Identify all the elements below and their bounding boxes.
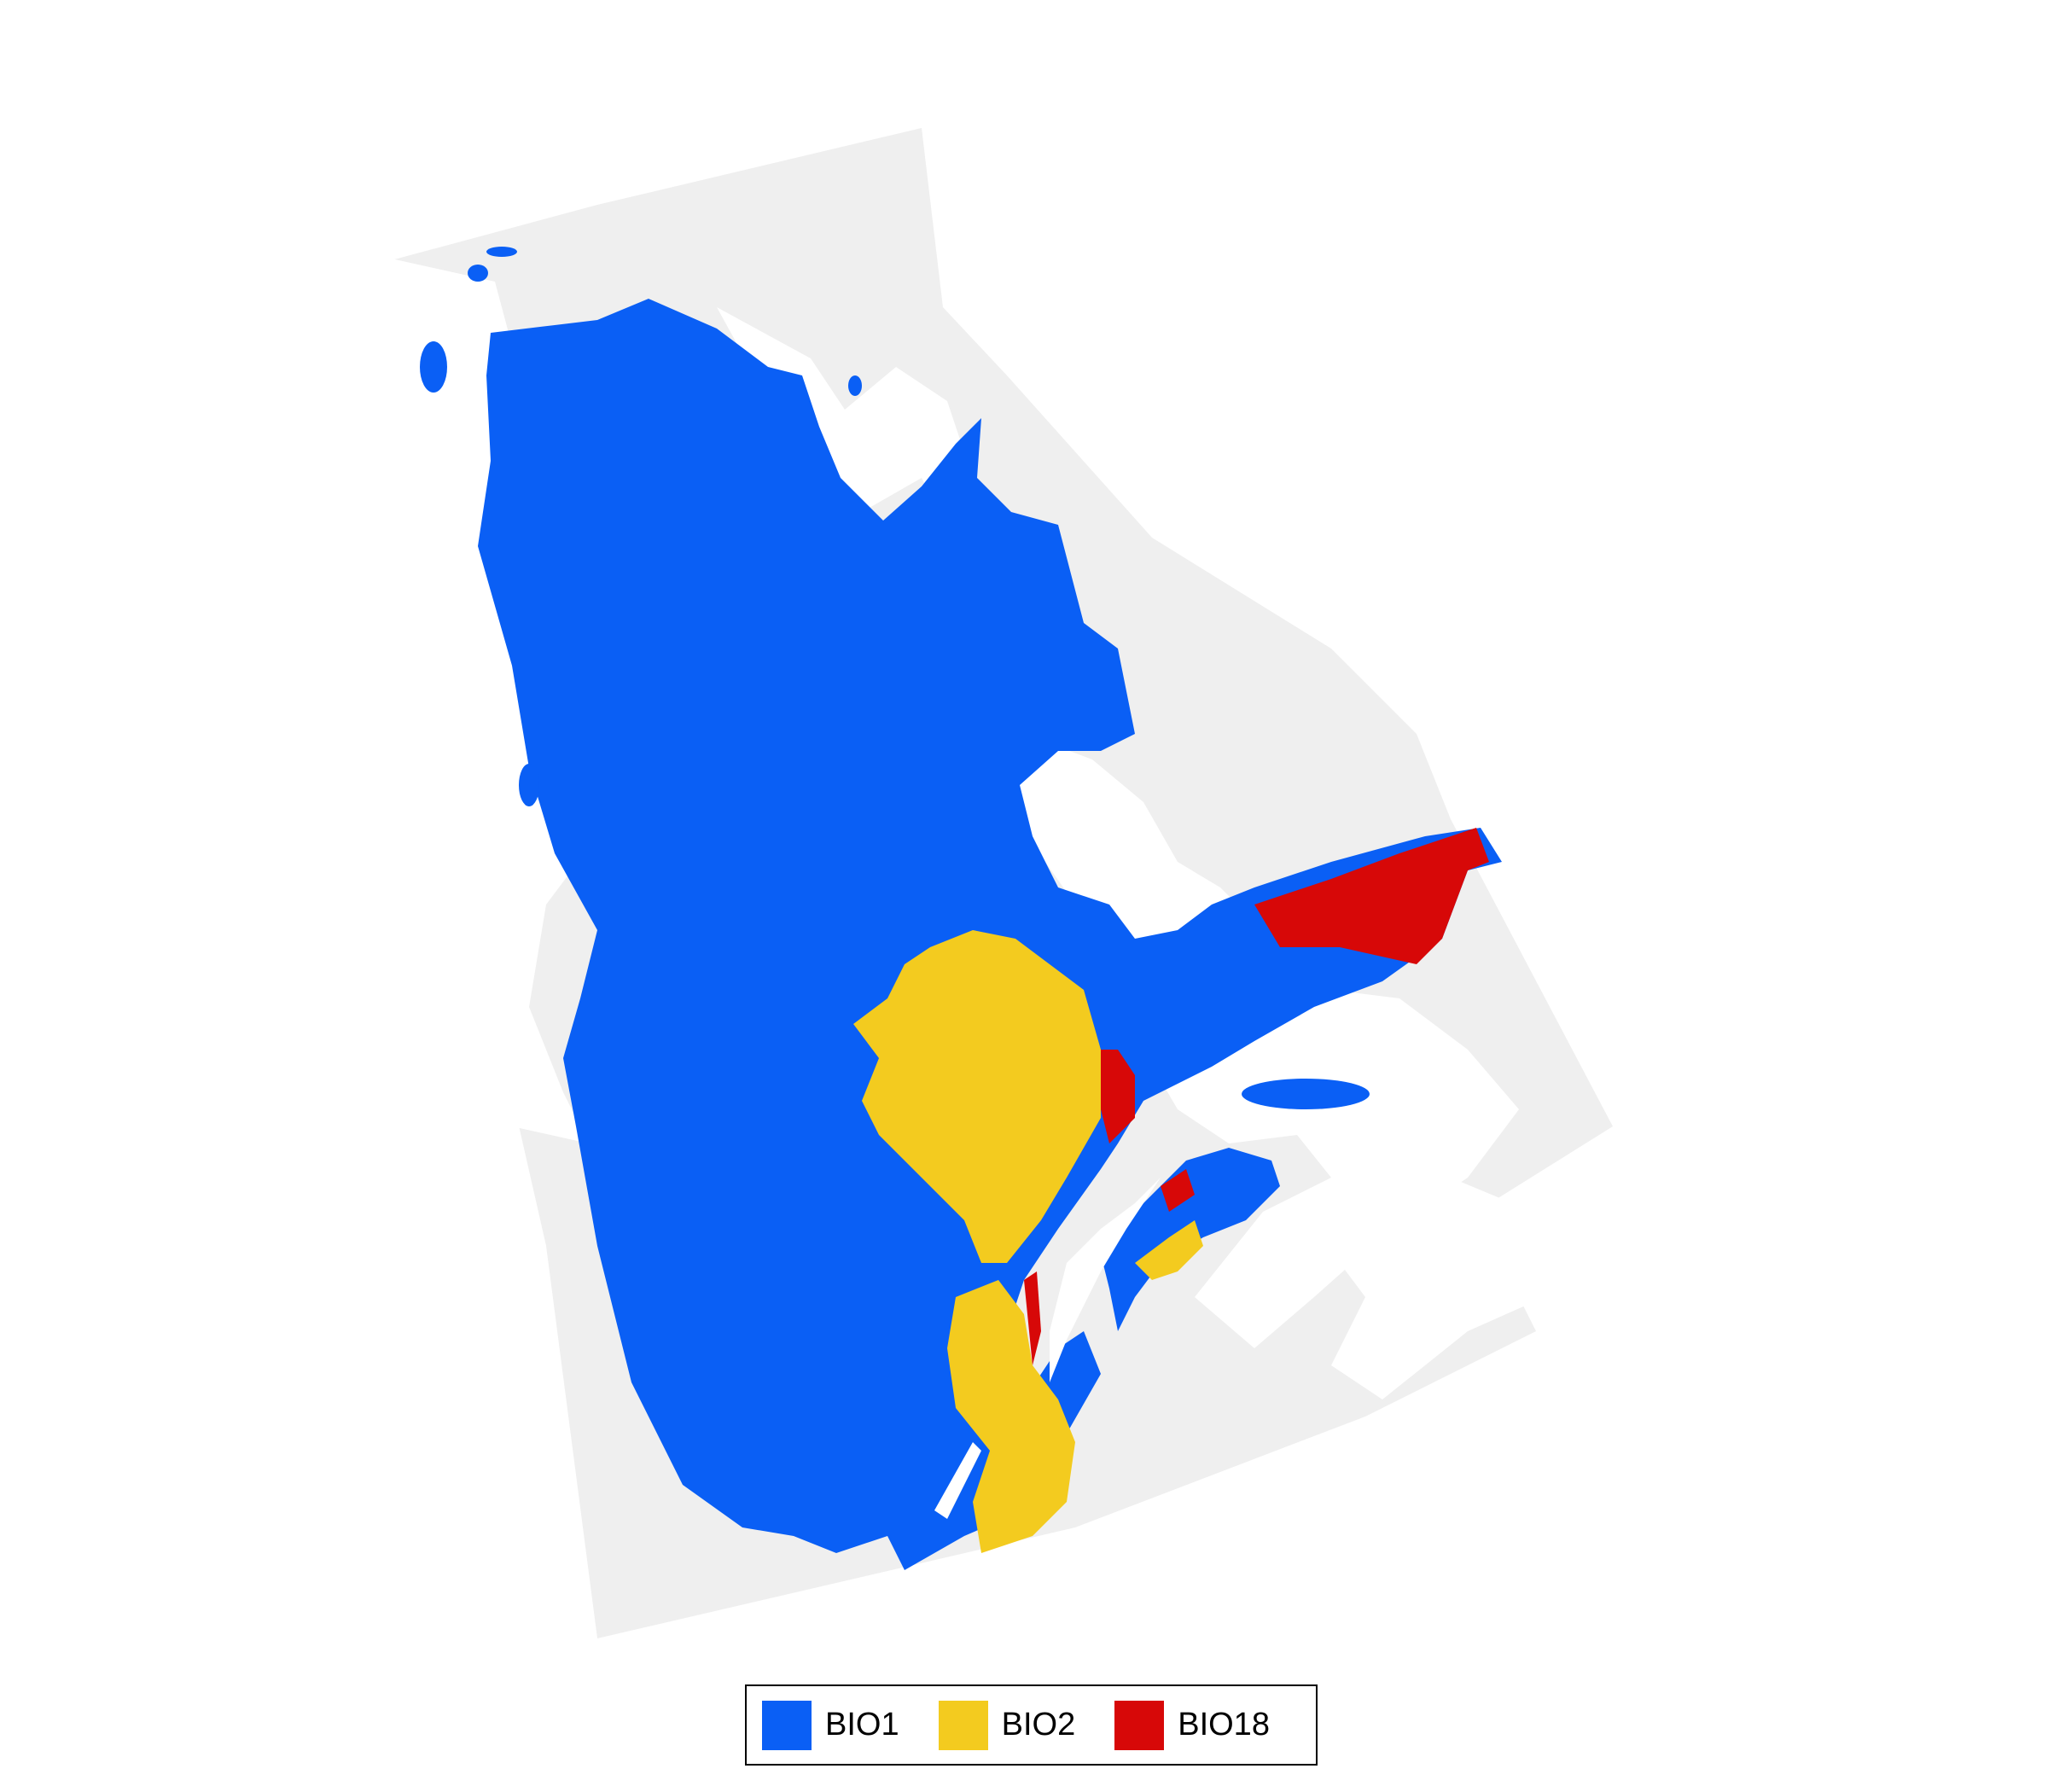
island-bio1 bbox=[848, 375, 862, 396]
island-bio1 bbox=[468, 265, 488, 282]
island-bio1 bbox=[420, 341, 447, 393]
region-bio18-river bbox=[1024, 1271, 1041, 1365]
river-channel-south bbox=[934, 1442, 981, 1519]
region-bio2-gaspe bbox=[1135, 1220, 1203, 1280]
legend-swatch-bio18 bbox=[1114, 1700, 1165, 1750]
legend-item-bio18: BIO18 bbox=[1114, 1700, 1270, 1750]
gulf-water bbox=[1015, 734, 1519, 1348]
legend-label-bio1: BIO1 bbox=[825, 1707, 899, 1743]
legend-item-bio1: BIO1 bbox=[762, 1700, 899, 1750]
island-bio1 bbox=[519, 764, 539, 806]
legend-swatch-bio1 bbox=[762, 1700, 812, 1750]
hudson-bay-water bbox=[341, 247, 631, 1143]
legend-label-bio2: BIO2 bbox=[1001, 1707, 1076, 1743]
legend-item-bio2: BIO2 bbox=[938, 1700, 1076, 1750]
region-bio18-central bbox=[1101, 1050, 1135, 1143]
ungava-bay-water bbox=[717, 307, 973, 529]
legend-label-bio18: BIO18 bbox=[1178, 1707, 1270, 1743]
nova-scotia-water bbox=[1314, 1178, 1553, 1399]
region-bio18-gaspe bbox=[1161, 1169, 1195, 1212]
region-bio2 bbox=[853, 930, 1101, 1263]
island-bio1 bbox=[1242, 1079, 1370, 1109]
region-bio18-east bbox=[1254, 828, 1489, 964]
legend: BIO1 BIO2 BIO18 bbox=[745, 1684, 1318, 1766]
legend-swatch-bio2 bbox=[938, 1700, 988, 1750]
island-bio1 bbox=[486, 247, 517, 257]
river-channel bbox=[1050, 1178, 1161, 1382]
region-bio2-south bbox=[947, 1280, 1075, 1553]
